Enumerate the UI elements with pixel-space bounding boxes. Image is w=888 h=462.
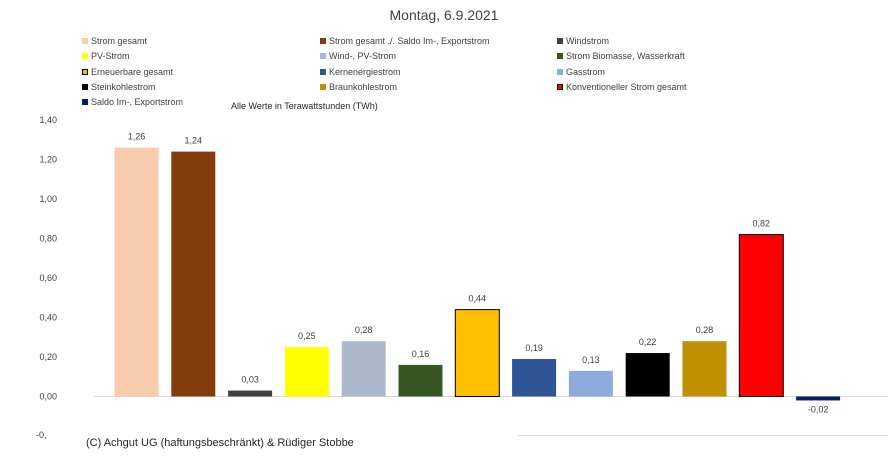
legend-item: Gasstrom bbox=[557, 67, 605, 77]
y-tick-label: 0,00 bbox=[39, 392, 57, 402]
legend-item: Erneuerbare gesamt bbox=[82, 67, 173, 77]
legend-swatch bbox=[320, 53, 326, 60]
legend-label: Braunkohlestrom bbox=[329, 81, 398, 92]
legend-label: Konventioneller Strom gesamt bbox=[566, 81, 687, 92]
legend-swatch bbox=[320, 83, 326, 90]
bar-7 bbox=[454, 309, 500, 398]
data-label: 0,22 bbox=[639, 337, 657, 347]
y-tick-label: 1,40 bbox=[39, 115, 57, 125]
legend-item: Konventioneller Strom gesamt bbox=[557, 82, 687, 92]
data-label: 0,16 bbox=[412, 349, 430, 359]
legend-swatch bbox=[82, 53, 88, 60]
bar-2 bbox=[171, 151, 216, 397]
legend-item: Strom Biomasse, Wasserkraft bbox=[557, 51, 685, 61]
legend-swatch bbox=[320, 68, 326, 75]
y-tick-label: 1,20 bbox=[39, 155, 57, 165]
legend-swatch bbox=[82, 99, 88, 106]
legend-swatch bbox=[557, 53, 563, 60]
legend: Strom gesamt Strom gesamt ./. Saldo Im-, … bbox=[82, 36, 862, 112]
y-tick-label: 1,00 bbox=[39, 194, 57, 204]
legend-item: Kernenergiestrom bbox=[320, 67, 401, 77]
data-label: 0,82 bbox=[753, 219, 771, 229]
bar-5 bbox=[341, 341, 386, 397]
legend-label: PV-Strom bbox=[91, 51, 130, 62]
bar-12 bbox=[738, 234, 784, 397]
legend-swatch bbox=[82, 38, 88, 44]
legend-label: Strom Biomasse, Wasserkraft bbox=[566, 51, 685, 62]
legend-item: PV-Strom bbox=[82, 51, 130, 61]
bar-11 bbox=[682, 341, 727, 397]
data-label: -0,02 bbox=[808, 404, 829, 414]
data-label: 1,26 bbox=[128, 132, 146, 142]
legend-swatch bbox=[557, 38, 563, 44]
legend-item: Saldo Im-, Exportstrom bbox=[82, 97, 183, 107]
bar-4 bbox=[284, 347, 329, 397]
legend-swatch bbox=[557, 68, 563, 75]
copyright-footer: (C) Achgut UG (haftungsbeschränkt) & Rüd… bbox=[86, 437, 354, 449]
y-tick-label: 0,20 bbox=[39, 352, 57, 362]
legend-label: Saldo Im-, Exportstrom bbox=[91, 97, 184, 108]
legend-swatch bbox=[320, 38, 326, 44]
legend-label: Erneuerbare gesamt bbox=[91, 66, 174, 77]
data-label: 0,25 bbox=[298, 331, 316, 341]
legend-label: Strom gesamt ./. Saldo Im-, Exportstrom bbox=[329, 36, 490, 46]
data-label: 0,13 bbox=[582, 355, 600, 365]
legend-label: Steinkohlestrom bbox=[91, 81, 156, 92]
y-tick-label: 0,60 bbox=[39, 273, 57, 283]
legend-label: Wind-, PV-Strom bbox=[329, 51, 397, 62]
bar-10 bbox=[625, 353, 670, 397]
bar-8 bbox=[512, 358, 557, 397]
legend-item: Braunkohlestrom bbox=[320, 82, 397, 92]
legend-item: Windstrom bbox=[557, 36, 609, 46]
y-tick-label-bottom: -0, bbox=[36, 430, 47, 440]
legend-label: Strom gesamt bbox=[91, 36, 148, 46]
data-label: 1,24 bbox=[185, 136, 203, 146]
legend-swatch bbox=[82, 68, 88, 75]
unit-note: Alle Werte in Terawattstunden (TWh) bbox=[231, 101, 378, 111]
legend-swatch bbox=[557, 83, 563, 90]
data-label: 0,19 bbox=[525, 343, 543, 353]
legend-label: Windstrom bbox=[566, 36, 610, 46]
bar-6 bbox=[398, 364, 443, 397]
data-label: 0,28 bbox=[696, 325, 714, 335]
bar-9 bbox=[568, 370, 613, 397]
legend-item: Strom gesamt bbox=[82, 36, 147, 46]
legend-label: Kernenergiestrom bbox=[329, 66, 401, 77]
data-label: 0,28 bbox=[355, 325, 373, 335]
legend-swatch bbox=[82, 83, 88, 90]
legend-item: Wind-, PV-Strom bbox=[320, 51, 396, 61]
bar-1 bbox=[114, 147, 159, 397]
y-tick-label: 0,40 bbox=[39, 313, 57, 323]
legend-item: Steinkohlestrom bbox=[82, 82, 156, 92]
chart-title: Montag, 6.9.2021 bbox=[389, 7, 499, 23]
y-tick-label: 0,80 bbox=[39, 234, 57, 244]
bar-3 bbox=[228, 390, 273, 397]
data-label: 0,03 bbox=[241, 375, 259, 385]
data-label: 0,44 bbox=[469, 294, 487, 304]
legend-label: Gasstrom bbox=[566, 66, 606, 77]
bar-13 bbox=[796, 396, 841, 401]
legend-item: Strom gesamt ./. Saldo Im-, Exportstrom bbox=[320, 36, 490, 46]
